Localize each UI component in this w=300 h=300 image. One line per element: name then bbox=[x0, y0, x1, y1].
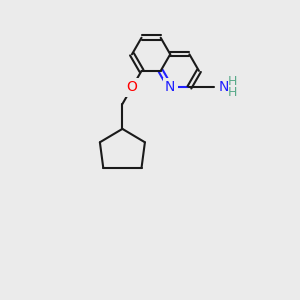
Text: O: O bbox=[127, 80, 137, 94]
Text: N: N bbox=[218, 80, 229, 94]
Text: H: H bbox=[228, 75, 238, 88]
Text: N: N bbox=[165, 80, 175, 94]
Text: H: H bbox=[228, 86, 238, 100]
